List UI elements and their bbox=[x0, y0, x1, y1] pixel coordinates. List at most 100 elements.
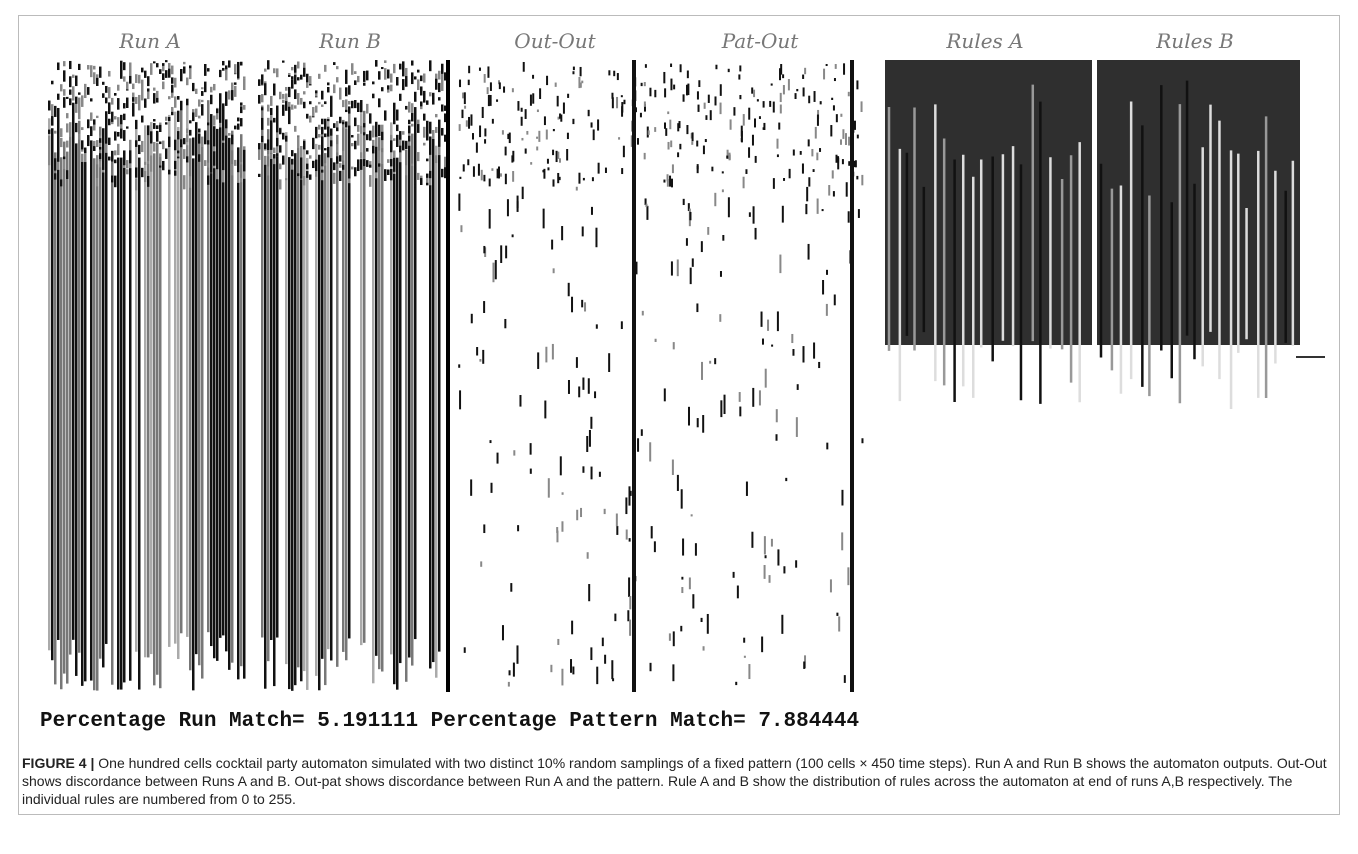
discord-mark bbox=[688, 407, 690, 426]
cell-speck bbox=[354, 100, 357, 108]
cell-speck bbox=[393, 172, 396, 174]
cell-speck bbox=[234, 160, 237, 166]
cell-speck bbox=[81, 179, 84, 189]
discord-mark bbox=[689, 577, 691, 589]
cell-speck bbox=[342, 125, 345, 127]
cell-speck bbox=[234, 126, 237, 130]
cell-speck bbox=[417, 120, 420, 124]
cell-speck bbox=[219, 98, 222, 109]
cell-speck bbox=[258, 143, 261, 148]
cell-column bbox=[228, 138, 231, 670]
discord-mark bbox=[532, 93, 534, 103]
discord-mark bbox=[590, 417, 592, 429]
cell-speck bbox=[174, 78, 177, 88]
cell-speck bbox=[102, 82, 105, 85]
discord-mark bbox=[763, 127, 765, 130]
cell-speck bbox=[141, 68, 144, 73]
discord-mark bbox=[525, 148, 527, 153]
cell-speck bbox=[165, 117, 168, 121]
discord-mark bbox=[464, 647, 466, 653]
cell-column bbox=[219, 106, 222, 638]
cell-speck bbox=[114, 131, 117, 140]
discord-mark bbox=[683, 94, 685, 101]
cell-speck bbox=[48, 155, 51, 166]
cell-speck bbox=[60, 179, 63, 186]
cell-speck bbox=[330, 96, 333, 105]
discord-mark bbox=[762, 339, 764, 345]
discord-mark bbox=[602, 638, 604, 646]
discord-mark bbox=[492, 119, 494, 124]
cell-column bbox=[348, 106, 351, 638]
discord-mark bbox=[483, 301, 485, 313]
cell-column bbox=[69, 123, 72, 655]
cell-speck bbox=[69, 76, 72, 87]
cell-speck bbox=[240, 106, 243, 113]
cell-speck bbox=[342, 100, 345, 107]
cell-column bbox=[306, 158, 309, 690]
discord-mark bbox=[596, 667, 598, 684]
discord-mark bbox=[458, 364, 460, 367]
cell-speck bbox=[300, 146, 303, 158]
discord-mark bbox=[681, 587, 683, 593]
discord-mark bbox=[724, 395, 726, 414]
discord-mark bbox=[562, 492, 564, 494]
cell-speck bbox=[324, 148, 327, 150]
cell-speck bbox=[426, 130, 429, 140]
cell-speck bbox=[114, 176, 117, 188]
discord-mark bbox=[848, 161, 850, 166]
discord-mark bbox=[654, 541, 656, 552]
cell-speck bbox=[168, 170, 171, 175]
cell-speck bbox=[66, 128, 69, 132]
discord-mark bbox=[822, 209, 824, 211]
cell-column bbox=[321, 127, 324, 659]
cell-speck bbox=[183, 175, 186, 183]
discord-mark bbox=[764, 565, 766, 579]
cell-speck bbox=[291, 165, 294, 170]
cell-column bbox=[318, 158, 321, 690]
cell-column bbox=[342, 120, 345, 652]
cell-speck bbox=[351, 68, 354, 75]
discord-mark bbox=[818, 362, 820, 368]
cell-speck bbox=[150, 137, 153, 144]
discord-mark bbox=[563, 103, 565, 114]
discord-mark bbox=[779, 68, 781, 80]
discord-mark bbox=[752, 388, 754, 407]
cell-speck bbox=[144, 104, 147, 108]
discord-mark bbox=[561, 226, 563, 240]
cell-column bbox=[117, 158, 120, 690]
cell-speck bbox=[57, 94, 60, 100]
cell-speck bbox=[402, 61, 405, 70]
cell-speck bbox=[372, 94, 375, 99]
cell-speck bbox=[273, 158, 276, 164]
discord-mark bbox=[820, 101, 822, 104]
cell-speck bbox=[360, 152, 363, 158]
discord-mark bbox=[857, 135, 859, 139]
cell-speck bbox=[123, 62, 126, 70]
cell-speck bbox=[111, 176, 114, 183]
cell-speck bbox=[84, 84, 87, 94]
cell-speck bbox=[408, 120, 411, 124]
cell-speck bbox=[408, 146, 411, 157]
cell-speck bbox=[408, 102, 411, 113]
cell-speck bbox=[285, 87, 288, 91]
discord-mark bbox=[813, 342, 815, 358]
cell-column bbox=[99, 127, 102, 659]
cell-speck bbox=[132, 84, 135, 89]
cell-speck bbox=[276, 153, 279, 156]
cell-speck bbox=[279, 179, 282, 189]
discord-mark bbox=[848, 211, 850, 222]
discord-mark bbox=[521, 108, 523, 112]
discord-mark bbox=[463, 164, 465, 171]
discord-mark bbox=[682, 539, 684, 556]
discord-mark bbox=[642, 311, 644, 316]
discord-mark bbox=[730, 119, 732, 129]
cell-speck bbox=[123, 103, 126, 108]
cell-speck bbox=[387, 69, 390, 78]
cell-speck bbox=[345, 87, 348, 96]
discord-mark bbox=[715, 96, 717, 105]
discord-mark bbox=[664, 122, 666, 128]
cell-column bbox=[411, 134, 414, 666]
discord-mark bbox=[670, 79, 672, 91]
cell-speck bbox=[243, 76, 246, 78]
discord-mark bbox=[855, 160, 857, 167]
